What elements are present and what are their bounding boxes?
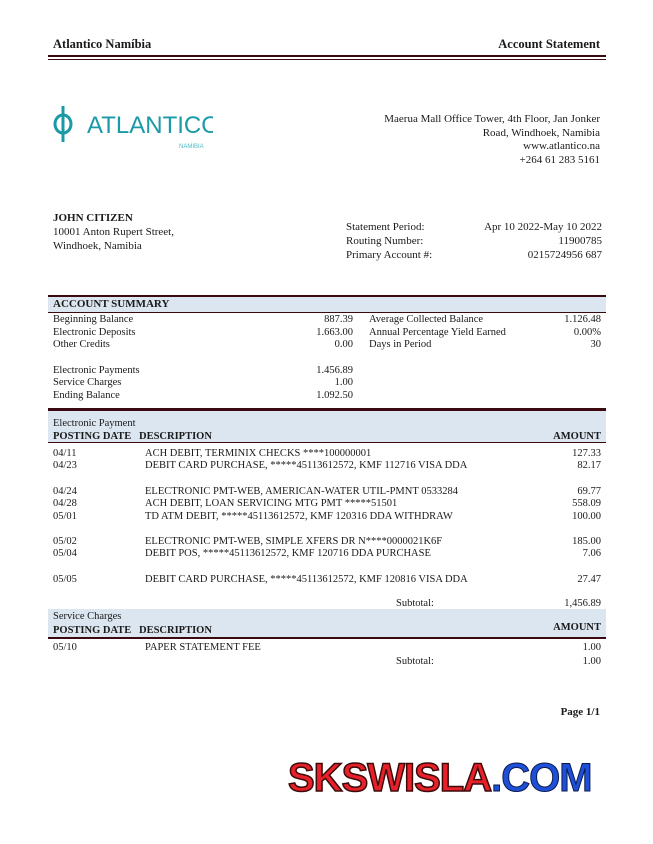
summary-item: Electronic Payments 1.456.89 — [53, 365, 353, 376]
service-subtotal: Subtotal: 1.00 — [396, 656, 601, 667]
watermark: SKSWISLA.COM — [287, 755, 593, 801]
svg-text:NAMIBIA: NAMIBIA — [179, 144, 204, 150]
logo-text: ATLANTICO — [87, 112, 213, 139]
table-row: 04/11 ACH DEBIT, TERMINIX CHECKS ****1000… — [53, 448, 601, 459]
electronic-column-headers: POSTING DATE DESCRIPTION AMOUNT — [53, 431, 601, 442]
customer-name: JOHN CITIZEN — [53, 212, 133, 224]
bank-name-header: Atlantico Namíbia — [53, 37, 152, 51]
page-number: Page 1/1 — [560, 706, 600, 718]
summary-item: Beginning Balance 887.39 — [53, 314, 353, 325]
customer-block: JOHN CITIZEN 10001 Anton Rupert Street, W… — [53, 212, 174, 252]
summary-item: Other Credits 0.00 — [53, 339, 353, 350]
summary-item: Service Charges 1.00 — [53, 377, 353, 388]
summary-item: Days in Period 30 — [369, 339, 601, 350]
section-title-service: Service Charges — [53, 611, 122, 622]
bank-address: Maerua Mall Office Tower, 4th Floor, Jan… — [384, 113, 600, 166]
table-row: 04/24 ELECTRONIC PMT-WEB, AMERICAN-WATER … — [53, 486, 601, 497]
summary-item: Average Collected Balance 1.126.48 — [369, 314, 601, 325]
table-row: 05/04 DEBIT POS, *****45113612572, KMF 12… — [53, 548, 601, 559]
atlantico-logo: ATLANTICO NAMIBIA — [53, 106, 220, 155]
table-row: 05/10 PAPER STATEMENT FEE 1.00 — [53, 642, 601, 653]
table-row: 05/02 ELECTRONIC PMT-WEB, SIMPLE XFERS DR… — [53, 536, 601, 547]
table-row: 04/23 DEBIT CARD PURCHASE, *****451136125… — [53, 460, 601, 471]
summary-item: Ending Balance 1.092.50 — [53, 390, 353, 401]
table-row: 05/05 DEBIT CARD PURCHASE, *****451136125… — [53, 574, 601, 585]
section-title-electronic: Electronic Payment — [53, 418, 136, 429]
service-column-headers: POSTING DATE DESCRIPTION AMOUNT — [53, 622, 601, 636]
table-row: 05/01 TD ATM DEBIT, *****45113612572, KMF… — [53, 511, 601, 522]
account-summary-title: ACCOUNT SUMMARY — [53, 298, 170, 310]
summary-item: Annual Percentage Yield Earned 0.00% — [369, 327, 601, 338]
statement-info: Statement Period: Apr 10 2022-May 10 2022… — [346, 221, 602, 261]
table-row: 04/28 ACH DEBIT, LOAN SERVICING MTG PMT *… — [53, 498, 601, 509]
document-title: Account Statement — [498, 37, 600, 51]
electronic-subtotal: Subtotal: 1,456.89 — [396, 598, 601, 609]
summary-item: Electronic Deposits 1.663.00 — [53, 327, 353, 338]
